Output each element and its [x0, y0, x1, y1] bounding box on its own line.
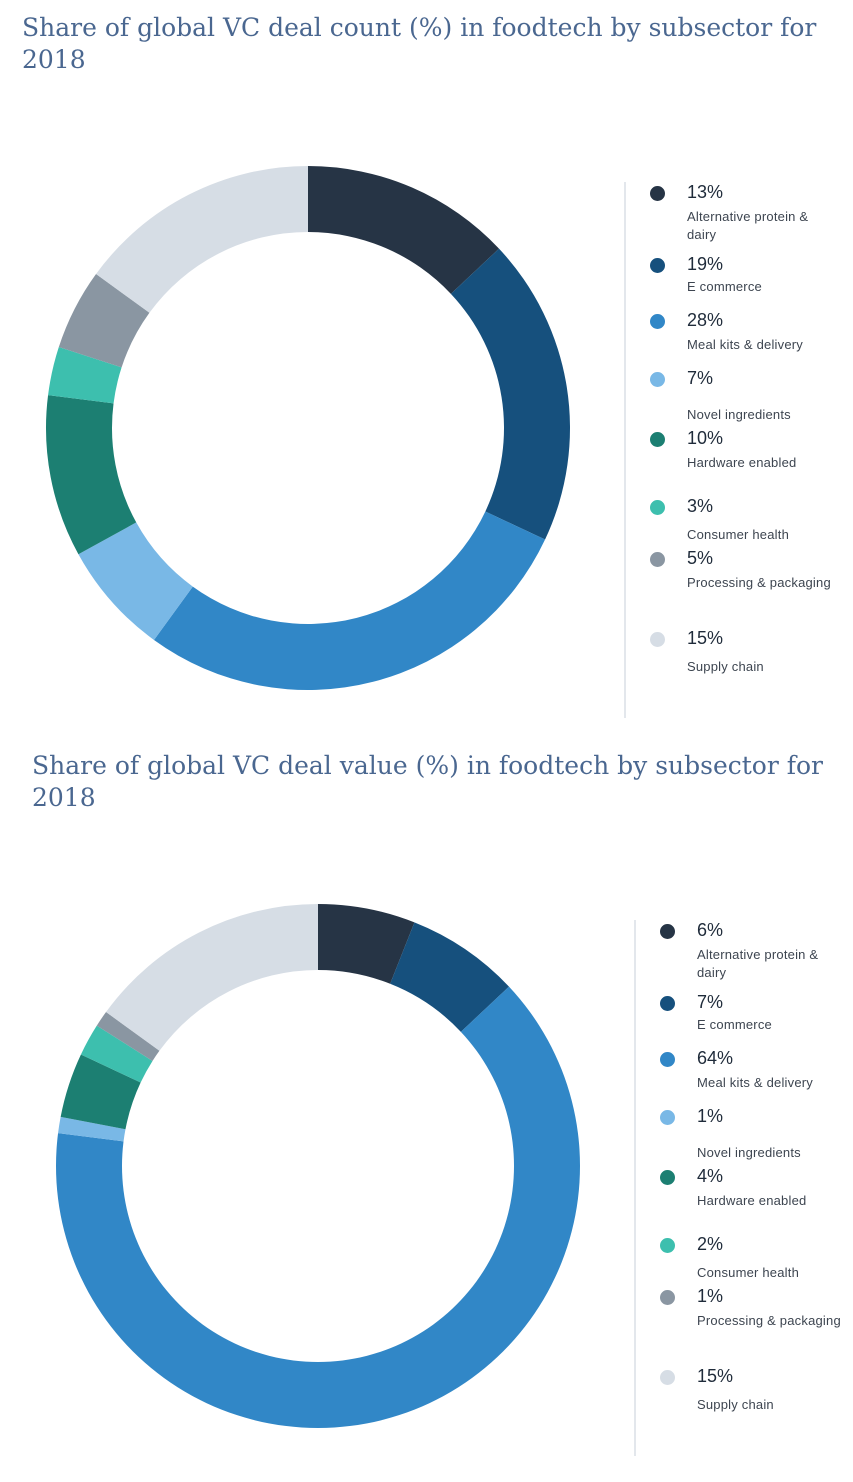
legend-value: 7% [687, 368, 714, 388]
legend-label: Processing & packaging [697, 1313, 841, 1328]
slice-consumer-health [48, 347, 122, 404]
legend-value: 15% [687, 628, 724, 648]
slice-alternative-protein-and-dairy [318, 904, 415, 984]
slice-supply-chain [96, 166, 308, 313]
slice-e-commerce [390, 922, 509, 1032]
legend-swatch [660, 1170, 675, 1185]
legend-value: 64% [697, 1048, 734, 1068]
legend-label: Hardware enabled [687, 455, 797, 470]
slice-novel-ingredients [78, 522, 193, 640]
legend-value: 4% [697, 1166, 724, 1186]
legend-value: 7% [697, 992, 724, 1012]
legend-label: Alternative protein & dairy [687, 209, 809, 242]
legend-value: 1% [697, 1286, 724, 1306]
legend-label: Consumer health [687, 527, 789, 542]
slice-alternative-protein-and-dairy [308, 166, 499, 294]
legend-label: Novel ingredients [697, 1145, 801, 1160]
legend-value: 13% [687, 182, 724, 202]
deal-count-donut-chart [46, 166, 571, 690]
slice-meal-kits-and-delivery [154, 511, 546, 690]
legend-value: 6% [697, 920, 724, 940]
legend-label: Meal kits & delivery [687, 337, 803, 352]
legend-label: Hardware enabled [697, 1193, 807, 1208]
legend-swatch [660, 924, 675, 939]
legend-value: 15% [697, 1366, 734, 1386]
slice-processing-and-packaging [96, 1012, 160, 1061]
legend-label: Alternative protein & dairy [697, 947, 819, 980]
chart-title: Share of global VC deal value (%) in foo… [32, 751, 824, 812]
legend-swatch [650, 632, 665, 647]
slice-e-commerce [450, 248, 571, 540]
legend-value: 28% [687, 310, 724, 330]
legend-swatch [660, 1290, 675, 1305]
legend-label: E commerce [697, 1017, 772, 1032]
chart-title: Share of global VC deal count (%) in foo… [22, 13, 817, 74]
legend-swatch [660, 1370, 675, 1385]
legend-divider [624, 182, 626, 718]
slice-meal-kits-and-delivery [55, 986, 580, 1428]
legend-value: 10% [687, 428, 724, 448]
slice-supply-chain [106, 904, 318, 1051]
legend-swatch [650, 186, 665, 201]
legend-value: 19% [687, 254, 724, 274]
slice-hardware-enabled [46, 395, 137, 555]
legend-label: Supply chain [687, 659, 764, 674]
legend-label: Processing & packaging [687, 575, 831, 590]
slice-novel-ingredients [58, 1116, 126, 1142]
legend-swatch [650, 314, 665, 329]
legend-divider [634, 920, 636, 1456]
legend-swatch [650, 552, 665, 567]
legend-label: E commerce [687, 279, 762, 294]
legend-swatch [660, 1052, 675, 1067]
legend-label: Meal kits & delivery [697, 1075, 813, 1090]
slice-processing-and-packaging [58, 274, 150, 368]
legend-value: 1% [697, 1106, 724, 1126]
legend-swatch [650, 372, 665, 387]
legend-swatch [660, 1110, 675, 1125]
legend-value: 2% [697, 1234, 724, 1254]
slice-hardware-enabled [60, 1054, 141, 1130]
legend-swatch [660, 1238, 675, 1253]
legend-label: Novel ingredients [687, 407, 791, 422]
legend-label: Supply chain [697, 1397, 774, 1412]
deal-value-donut-chart [55, 904, 580, 1428]
slice-consumer-health [80, 1025, 153, 1083]
legend-swatch [650, 432, 665, 447]
legend-swatch [650, 258, 665, 273]
legend-value: 3% [687, 496, 714, 516]
legend-value: 5% [687, 548, 714, 568]
legend-swatch [660, 996, 675, 1011]
legend-swatch [650, 500, 665, 515]
legend-label: Consumer health [697, 1265, 799, 1280]
